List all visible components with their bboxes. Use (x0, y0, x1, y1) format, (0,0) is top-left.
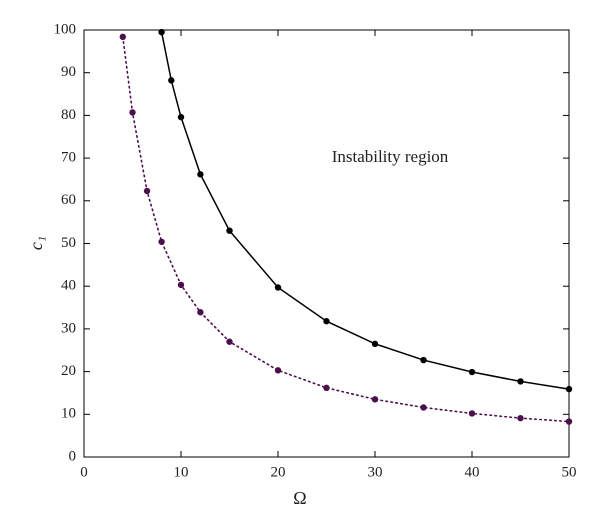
data-point (323, 318, 330, 325)
data-point (197, 171, 204, 178)
data-point (565, 418, 573, 425)
x-tick-label: 0 (80, 464, 88, 480)
data-point (129, 109, 136, 116)
y-tick-label: 0 (69, 448, 77, 464)
x-tick-label: 50 (562, 464, 577, 480)
x-tick-label: 30 (368, 464, 383, 480)
data-point (143, 187, 151, 195)
data-point (197, 309, 204, 316)
series-line (160, 31, 570, 390)
y-tick-label: 10 (61, 406, 76, 422)
plot-frame (83, 29, 570, 458)
data-point (274, 367, 282, 374)
y-tick-label: 100 (54, 21, 77, 37)
data-point (274, 284, 282, 291)
data-point (371, 340, 379, 348)
data-point (371, 396, 379, 403)
y-tick-label: 90 (61, 64, 76, 80)
x-tick-label: 20 (271, 464, 286, 480)
data-point (323, 384, 330, 392)
data-point (420, 356, 427, 364)
series-line (122, 36, 570, 423)
data-point (517, 378, 524, 385)
y-tick-label: 80 (61, 107, 76, 123)
data-point (226, 227, 233, 234)
x-tick-label: 10 (174, 464, 189, 480)
data-point (420, 404, 427, 411)
data-point (468, 410, 476, 417)
data-point (517, 414, 524, 422)
y-tick-label: 60 (61, 192, 76, 208)
data-point (168, 77, 175, 84)
data-point (177, 281, 185, 289)
data-point (177, 113, 185, 121)
x-axis-label: Ω (293, 488, 306, 508)
y-tick-label: 70 (61, 150, 76, 166)
y-axis-label: c₁ (26, 236, 46, 250)
y-tick-label: 30 (61, 320, 76, 336)
y-tick-label: 50 (61, 235, 76, 251)
annotation: Instability region (332, 147, 449, 166)
data-point (468, 368, 476, 376)
data-point (565, 385, 573, 393)
data-point (226, 338, 233, 345)
y-tick-label: 20 (61, 363, 76, 379)
y-tick-label: 40 (61, 278, 76, 294)
x-tick-label: 40 (465, 464, 480, 480)
data-point (119, 33, 127, 41)
data-point (158, 238, 165, 245)
data-point (158, 28, 165, 36)
